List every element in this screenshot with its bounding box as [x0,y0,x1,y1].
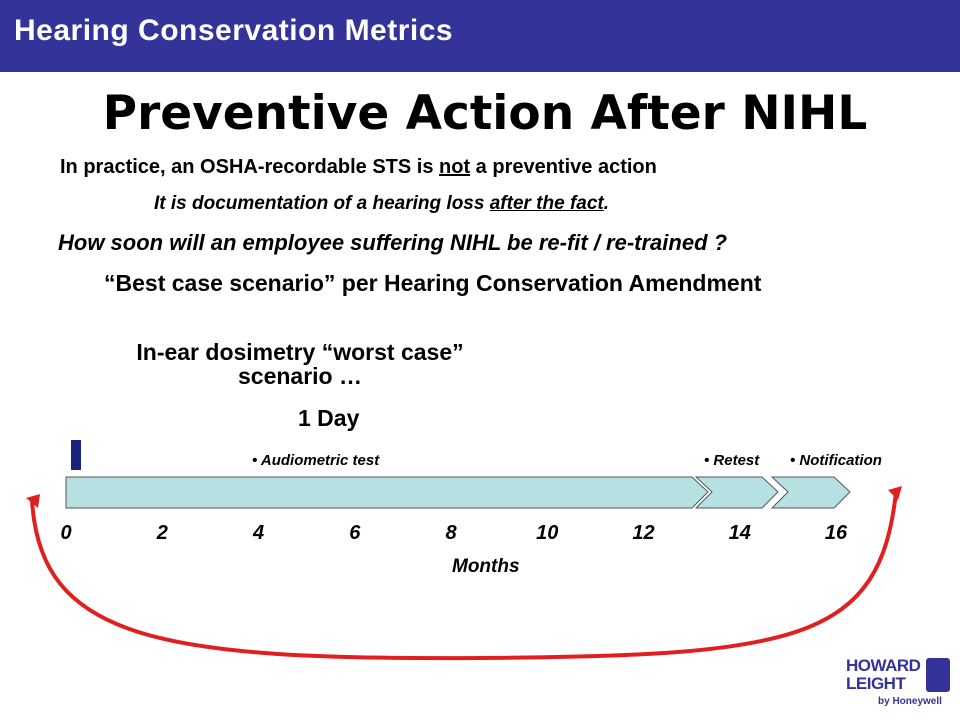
statement-osha: In practice, an OSHA-recordable STS is n… [60,156,657,179]
notification-label: • Notification [790,452,882,469]
worst-case-line1: In-ear dosimetry “worst case” [136,339,464,365]
tick-label: 2 [156,522,168,544]
tick-label: 0 [60,522,72,544]
retest-chevron [694,476,779,509]
tick-label: 12 [632,522,655,544]
statement-osha-part2: a preventive action [470,156,657,178]
statement-osha-part1: In practice, an OSHA-recordable STS is [60,156,440,178]
logo-head-icon [926,658,950,692]
tick-label: 4 [252,522,265,544]
best-case-label: “Best case scenario” per Hearing Conserv… [104,270,762,296]
worst-case-line2: scenario … [238,363,362,389]
one-day-marker [71,440,81,470]
one-day-label: 1 Day [298,405,360,431]
cycle-arrow-head-right [888,486,902,500]
retest-label: • Retest [704,452,760,469]
logo-line2: LEIGHT [846,674,906,693]
tick-label: 6 [349,522,361,544]
tick-label: 16 [824,522,848,544]
audiometric-test-label: • Audiometric test [252,452,380,469]
statement-documentation-part1: It is documentation of a hearing loss [154,193,490,214]
howard-leight-logo: HOWARD LEIGHT by Honeywell [846,656,952,712]
statement-osha-underlined: not [439,156,471,178]
statement-documentation: It is documentation of a hearing loss af… [154,193,609,215]
months-ticks: 0 2 4 6 8 10 12 14 16 [0,522,960,546]
cycle-arrow [30,491,898,661]
header-title: Hearing Conservation Metrics [14,14,454,47]
logo-line1: HOWARD [846,656,921,675]
slide-title: Preventive Action After NIHL [102,86,868,141]
worst-case-label: In-ear dosimetry “worst case” scenario … [60,340,540,388]
cycle-arrow-head-left [26,494,40,508]
timeline-bar [65,476,709,509]
header-bar [0,0,960,72]
tick-label: 14 [728,522,751,544]
statement-documentation-underlined: after the fact [489,193,604,214]
tick-label: 10 [536,522,559,544]
notification-chevron [770,476,851,509]
logo-line3: by Honeywell [878,696,942,707]
question-refit: How soon will an employee suffering NIHL… [58,230,728,255]
statement-documentation-part2: . [603,193,610,214]
months-axis-label: Months [452,556,520,577]
tick-label: 8 [445,522,457,544]
